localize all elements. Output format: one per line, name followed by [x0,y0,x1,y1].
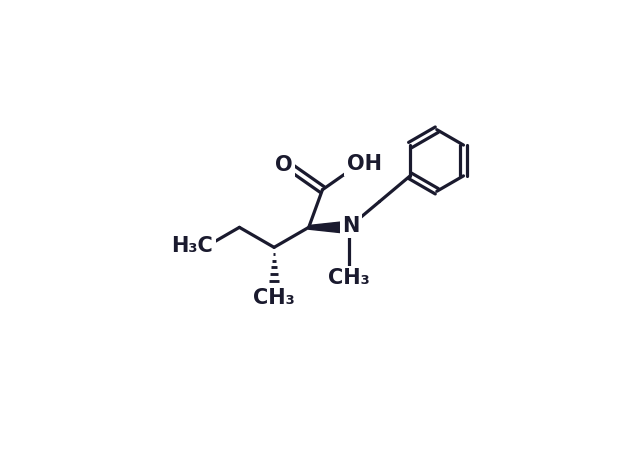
Text: OH: OH [347,154,382,174]
Polygon shape [308,221,349,234]
Text: CH₃: CH₃ [328,268,370,288]
Text: H₃C: H₃C [172,236,213,256]
Text: N: N [342,216,360,236]
Text: O: O [275,155,292,175]
Text: CH₃: CH₃ [253,288,295,308]
